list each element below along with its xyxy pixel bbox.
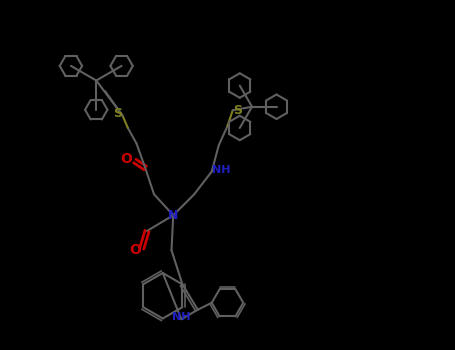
Text: NH: NH [212, 165, 231, 175]
Text: S: S [113, 107, 122, 120]
Text: O: O [120, 152, 132, 166]
Text: O: O [129, 243, 141, 257]
Text: S: S [233, 104, 243, 117]
Text: NH: NH [172, 313, 191, 322]
Text: N: N [168, 209, 178, 222]
